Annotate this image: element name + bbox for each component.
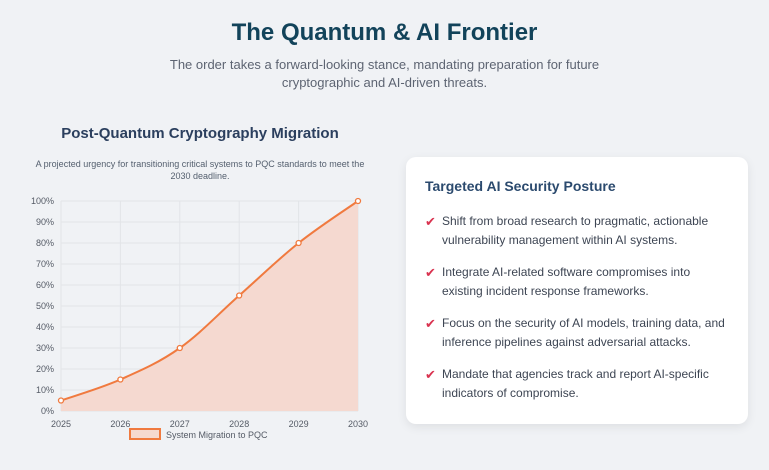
y-tick-label: 20% <box>36 364 54 374</box>
x-tick-label: 2028 <box>229 419 249 429</box>
page-title: The Quantum & AI Frontier <box>231 19 538 46</box>
x-tick-label: 2027 <box>170 419 190 429</box>
x-tick-label: 2026 <box>110 419 130 429</box>
list-item: ✔ Mandate that agencies track and report… <box>425 365 728 402</box>
data-point <box>176 344 183 352</box>
page-subtitle: The order takes a forward-looking stance… <box>169 57 600 90</box>
y-tick-label: 80% <box>36 238 54 248</box>
page-header: The Quantum & AI Frontier The order take… <box>0 18 769 92</box>
list-item: ✔ Shift from broad research to pragmatic… <box>425 212 728 249</box>
chart-description: A projected urgency for transitioning cr… <box>35 159 365 181</box>
list-item-text: Shift from broad research to pragmatic, … <box>442 214 709 247</box>
chart-panel: Post-Quantum Cryptography Migration A pr… <box>20 124 380 454</box>
list-item-text: Focus on the security of AI models, trai… <box>442 316 725 349</box>
data-point <box>354 197 362 205</box>
check-icon: ✔ <box>425 367 436 382</box>
y-tick-label: 40% <box>36 322 54 332</box>
ai-security-card: Targeted AI Security Posture ✔ Shift fro… <box>406 157 748 424</box>
y-tick-label: 90% <box>36 217 54 227</box>
data-point <box>57 397 65 404</box>
series-area <box>61 201 358 411</box>
check-icon: ✔ <box>425 214 436 229</box>
y-tick-label: 70% <box>36 259 54 269</box>
migration-area-chart: 0% 10% 20% 30% 40% 50% 60% 70% 80% 90% 100% 2025 202… <box>31 196 368 440</box>
data-point <box>295 239 302 247</box>
y-tick-label: 10% <box>36 385 54 395</box>
list-item: ✔ Focus on the security of AI models, tr… <box>425 314 728 351</box>
chart-title: Post-Quantum Cryptography Migration <box>61 125 339 142</box>
y-tick-label: 0% <box>41 406 54 416</box>
y-tick-label: 100% <box>31 196 54 206</box>
check-icon: ✔ <box>425 316 436 331</box>
x-tick-label: 2030 <box>348 419 368 429</box>
x-tick-label: 2029 <box>289 419 309 429</box>
x-tick-label: 2025 <box>51 419 71 429</box>
legend-label: System Migration to PQC <box>166 430 268 440</box>
list-item: ✔ Integrate AI-related software compromi… <box>425 263 728 300</box>
list-item-text: Mandate that agencies track and report A… <box>442 367 709 400</box>
check-icon: ✔ <box>425 265 436 280</box>
data-point <box>117 376 124 383</box>
legend-swatch <box>129 428 161 440</box>
y-tick-label: 50% <box>36 301 54 311</box>
list-item-text: Integrate AI-related software compromise… <box>442 265 691 298</box>
data-point <box>236 292 243 299</box>
y-tick-label: 30% <box>36 343 54 353</box>
y-tick-label: 60% <box>36 280 54 290</box>
card-title: Targeted AI Security Posture <box>425 178 616 194</box>
